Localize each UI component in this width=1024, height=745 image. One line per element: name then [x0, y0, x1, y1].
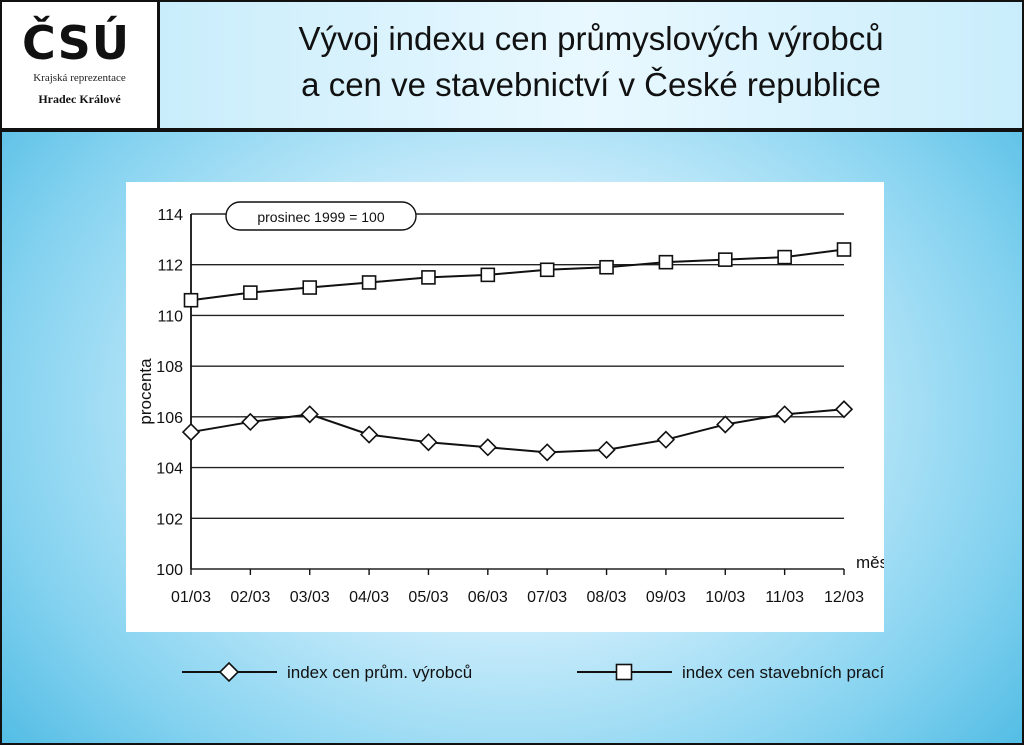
data-point — [361, 275, 377, 290]
plot-panel: 100 102 104 106 108 110 112 114 01/03 02/03 03/03 0… — [126, 182, 884, 632]
y-tick-label: 106 — [156, 410, 183, 427]
title-line-1: Vývoj indexu cen průmyslových výrobců — [298, 20, 884, 57]
data-point — [836, 242, 852, 257]
data-point — [717, 252, 733, 267]
logo-mark: ČSÚ — [22, 16, 131, 70]
data-point — [599, 259, 614, 275]
legend: index cen prům. výrobců index cen stavebn… — [182, 661, 885, 683]
y-tick-label: 112 — [157, 258, 183, 275]
x-axis-label: měsíc — [856, 553, 884, 572]
y-tick-label: 110 — [157, 308, 183, 325]
data-point — [480, 267, 496, 283]
legend-marker-square-icon — [615, 663, 633, 681]
data-point — [478, 438, 497, 457]
x-tick-label: 04/03 — [349, 589, 389, 606]
x-tick-label: 10/03 — [705, 589, 745, 606]
x-tick-label: 01/03 — [171, 589, 211, 606]
x-tick-label: 06/03 — [468, 589, 508, 606]
x-tick-label: 02/03 — [230, 589, 270, 606]
data-point — [302, 280, 318, 295]
legend-label: index cen prům. výrobců — [287, 663, 472, 682]
data-point — [419, 433, 438, 452]
data-point — [834, 400, 854, 419]
legend-item: index cen stavebních prací — [577, 663, 885, 682]
data-point — [538, 443, 557, 462]
x-tick-label: 05/03 — [408, 589, 448, 606]
header: ČSÚ Krajská reprezentace Hradec Králové … — [2, 2, 1022, 132]
logo: ČSÚ Krajská reprezentace Hradec Králové — [2, 2, 160, 128]
legend-item: index cen prům. výrobců — [182, 661, 472, 683]
y-axis-label: procenta — [136, 358, 155, 425]
legend-label: index cen stavebních prací — [682, 663, 885, 682]
title-line-2: a cen ve stavebnictví v České republice — [301, 66, 881, 103]
data-point — [597, 440, 616, 459]
data-point — [658, 254, 674, 270]
data-point — [777, 249, 792, 265]
logo-subtitle: Krajská reprezentace — [33, 72, 126, 84]
x-tick-label: 08/03 — [587, 589, 627, 606]
data-point — [656, 430, 676, 449]
data-point — [181, 422, 201, 442]
x-tick-label: 09/03 — [646, 589, 686, 606]
data-point — [243, 285, 258, 300]
y-tick-label: 104 — [156, 461, 183, 478]
x-tick-label: 03/03 — [290, 589, 330, 606]
series-line — [190, 408, 845, 454]
data-point — [716, 415, 735, 434]
data-point — [359, 425, 379, 444]
page-title: Vývoj indexu cen průmyslových výrobců a … — [160, 16, 1022, 108]
x-tick-label: 07/03 — [527, 589, 567, 606]
annotation-text: prosinec 1999 = 100 — [257, 209, 384, 225]
data-point — [183, 292, 199, 308]
data-point — [775, 405, 794, 424]
data-point — [241, 412, 260, 432]
y-tick-label: 102 — [156, 511, 183, 528]
data-point — [539, 262, 555, 278]
series-line — [190, 248, 845, 302]
series-1 — [181, 400, 854, 462]
y-tick-label: 100 — [156, 562, 183, 579]
y-tick-label: 108 — [156, 359, 183, 376]
data-point — [421, 270, 436, 285]
data-point — [300, 405, 319, 424]
series-2 — [183, 242, 852, 308]
x-tick-label: 12/03 — [824, 589, 864, 606]
x-tick-label: 11/03 — [765, 589, 804, 606]
logo-city: Hradec Králové — [38, 92, 121, 106]
title-box: Vývoj indexu cen průmyslových výrobců a … — [160, 2, 1022, 128]
line-chart: 100 102 104 106 108 110 112 114 01/03 02/03 03/03 0… — [136, 201, 884, 606]
base-annotation: prosinec 1999 = 100 — [225, 201, 417, 231]
legend-marker-diamond-icon — [218, 661, 240, 683]
annotation-box — [225, 201, 417, 231]
y-tick-label: 114 — [157, 207, 183, 224]
